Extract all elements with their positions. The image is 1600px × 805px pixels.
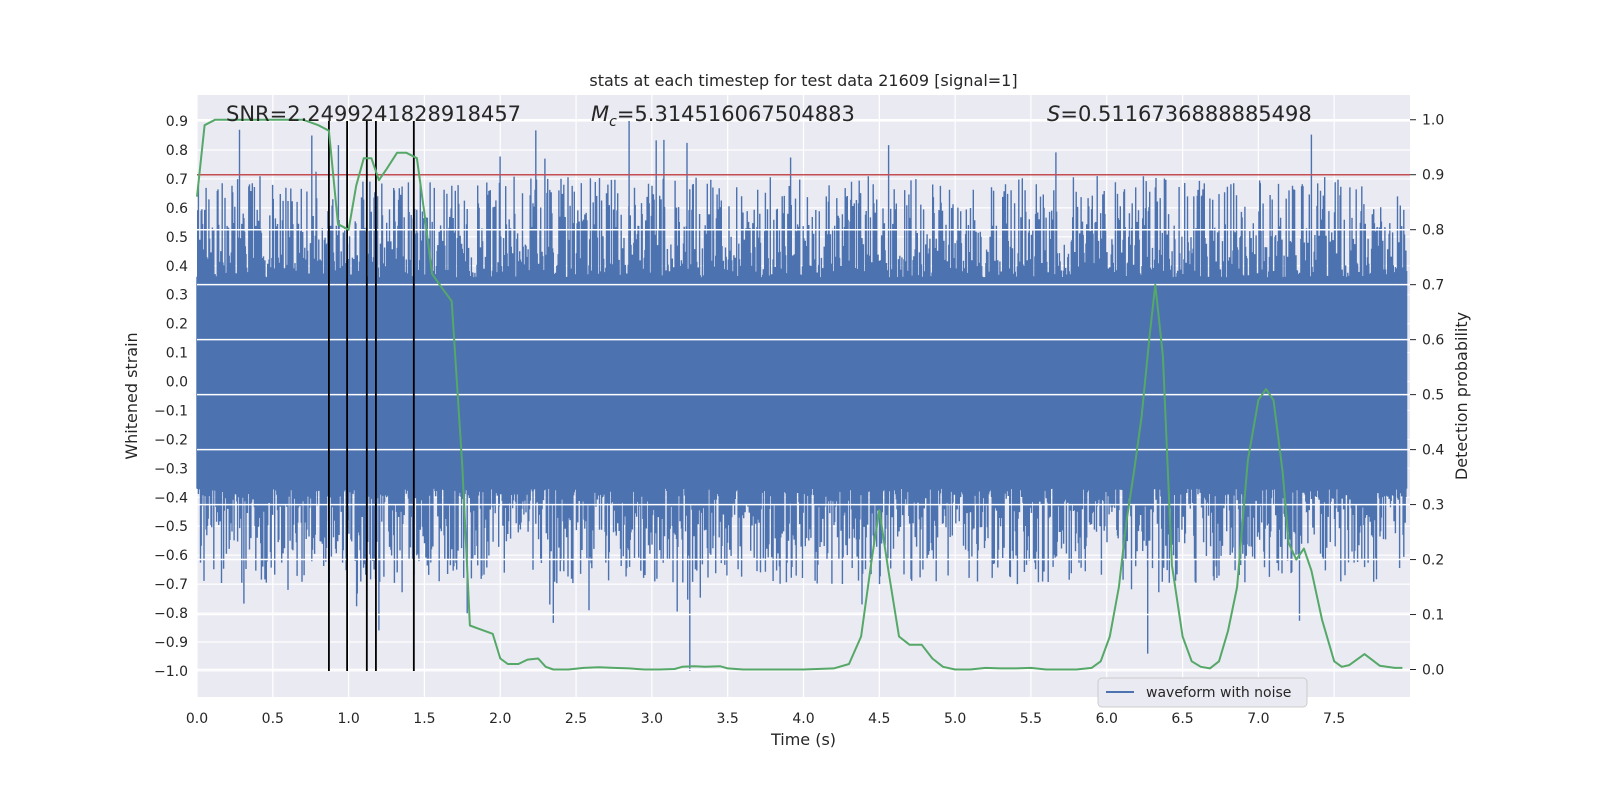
x-tick-label: 4.5 (868, 711, 890, 727)
score-annotation: S=0.5116736888885498 (1047, 102, 1312, 126)
tick-layer: 0.0 0.5 1.0 1.5 2.0 2.5 3.0 3.5 4.0 4.5 5.0 5.5 6.0 6… (154, 113, 1444, 727)
chirp-mass-symbol: M (591, 102, 609, 126)
legend: waveform with noise (1097, 677, 1308, 708)
y-tick-label: 0.9 (166, 114, 188, 130)
y-tick-label: 0.8 (166, 143, 188, 159)
right-tick-label: 0.6 (1422, 333, 1444, 349)
y-tick-label: 0.4 (166, 259, 188, 275)
x-tick-label: 5.5 (1020, 711, 1042, 727)
chirp-mass-value: =5.314516067504883 (617, 102, 855, 126)
x-tick-label: 0.5 (262, 711, 284, 727)
chirp-mass-subscript: c (609, 114, 617, 130)
y-tick-label: −0.5 (154, 519, 188, 535)
x-tick-label: 2.5 (565, 711, 587, 727)
x-tick-label: 1.5 (413, 711, 435, 727)
right-tick-label: 0.8 (1422, 223, 1444, 239)
y-axis-label: Whitened strain (122, 332, 141, 459)
snr-annotation: SNR=2.2499241828918457 (226, 102, 521, 126)
right-tick-label: 0.9 (1422, 168, 1444, 184)
x-tick-label: 6.5 (1171, 711, 1193, 727)
x-tick-label: 0.0 (186, 711, 208, 727)
legend-entry-waveform: waveform with noise (1146, 685, 1291, 701)
right-tick-label: 0.1 (1422, 608, 1444, 624)
chirp-mass-annotation: Mc=5.314516067504883 (591, 102, 855, 130)
x-tick-label: 3.5 (717, 711, 739, 727)
y-tick-label: −0.2 (154, 432, 188, 448)
y-tick-label: 0.5 (166, 230, 188, 246)
y-tick-label: −0.6 (154, 548, 188, 564)
x-tick-label: 7.5 (1323, 711, 1345, 727)
x-tick-label: 4.0 (792, 711, 814, 727)
legend-box (1097, 677, 1308, 708)
right-tick-label: 1.0 (1422, 113, 1444, 129)
x-tick-label: 6.0 (1096, 711, 1118, 727)
detection-probability-line (196, 118, 1403, 671)
y-tick-label: 0.0 (166, 375, 188, 391)
x-axis-label: Time (s) (770, 730, 836, 749)
x-tick-label: 2.0 (489, 711, 511, 727)
waveform-layer (196, 121, 1408, 671)
right-tick-label: 0.0 (1422, 663, 1444, 679)
x-tick-label: 1.0 (337, 711, 359, 727)
y-tick-label: −1.0 (154, 664, 188, 680)
y-tick-label: 0.1 (166, 346, 188, 362)
y-tick-label: 0.2 (166, 317, 188, 333)
x-tick-label: 7.0 (1247, 711, 1269, 727)
right-tick-label: 0.7 (1422, 278, 1444, 294)
chart-title: stats at each timestep for test data 216… (589, 71, 1017, 90)
y-tick-label: 0.6 (166, 201, 188, 217)
y-tick-label: 0.7 (166, 172, 188, 188)
score-value: =0.5116736888885498 (1060, 102, 1311, 126)
right-tick-label: 0.3 (1422, 498, 1444, 514)
score-symbol: S (1047, 102, 1060, 126)
y-tick-label: −0.7 (154, 577, 188, 593)
y-axis-right-label: Detection probability (1452, 312, 1471, 480)
right-tick-label: 0.2 (1422, 553, 1444, 569)
y-tick-label: −0.1 (154, 403, 188, 419)
y-tick-label: −0.3 (154, 461, 188, 477)
y-tick-label: −0.8 (154, 606, 188, 622)
right-tick-label: 0.4 (1422, 443, 1444, 459)
y-tick-label: −0.4 (154, 490, 188, 506)
y-tick-label: −0.9 (154, 635, 188, 651)
overlay-layer (196, 118, 1410, 671)
x-tick-label: 3.0 (641, 711, 663, 727)
right-tick-label: 0.5 (1422, 388, 1444, 404)
x-tick-label: 5.0 (944, 711, 966, 727)
y-tick-label: 0.3 (166, 288, 188, 304)
